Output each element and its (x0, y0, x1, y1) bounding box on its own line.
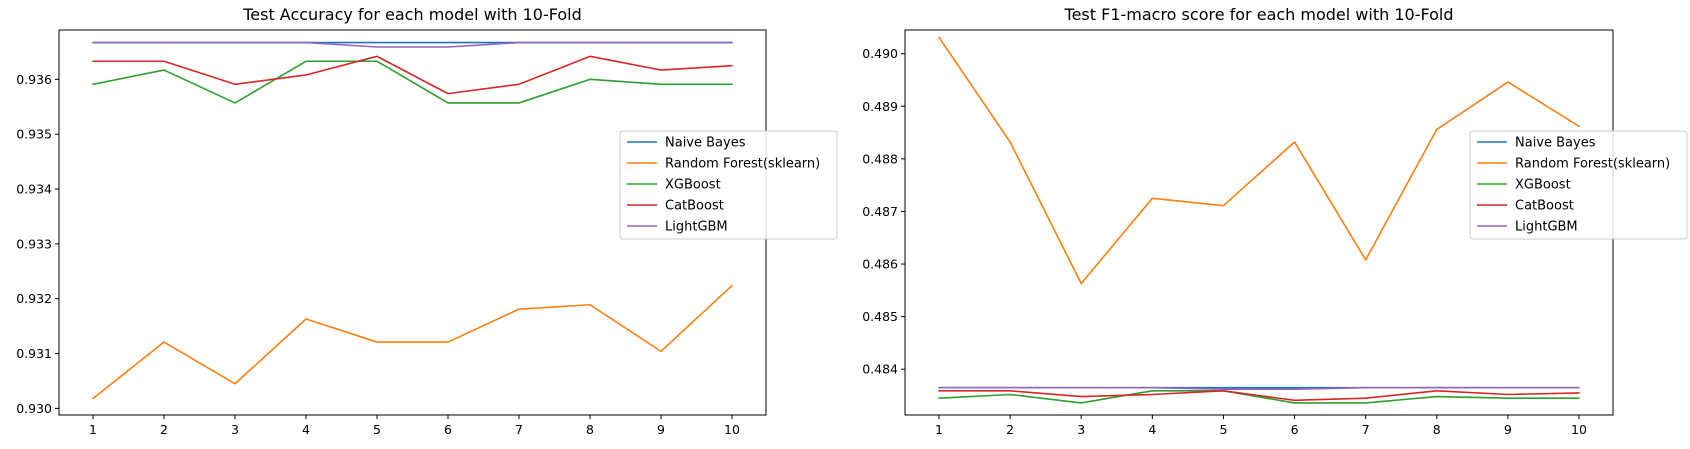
legend-label: Random Forest(sklearn) (665, 157, 820, 172)
legend-label: Naive Bayes (665, 136, 746, 151)
x-tick-label: 9 (657, 422, 665, 437)
x-tick-label: 2 (160, 422, 168, 437)
x-tick-label: 8 (586, 422, 594, 437)
legend: Naive Bayes Random Forest(sklearn) XGBoost… (619, 130, 838, 240)
series-line-lightgbm (92, 41, 733, 48)
y-tick-label: 0.484 (862, 362, 898, 377)
legend-label: Naive Bayes (1515, 136, 1596, 151)
legend-box (619, 130, 838, 240)
x-tick-label: 10 (1571, 422, 1587, 437)
x-tick-label: 3 (1077, 422, 1085, 437)
series-line-random-forest-sklearn (938, 36, 1580, 285)
y-tick-label: 0.936 (16, 72, 52, 87)
legend-label: CatBoost (665, 199, 724, 214)
y-tick-label: 0.932 (16, 291, 52, 306)
x-tick-label: 5 (373, 422, 381, 437)
series-line-xgboost (938, 390, 1580, 404)
x-tick-label: 4 (1148, 422, 1156, 437)
x-tick-label: 7 (515, 422, 523, 437)
x-tick-label: 2 (1006, 422, 1014, 437)
x-tick-label: 3 (231, 422, 239, 437)
y-tick-label: 0.489 (862, 99, 898, 114)
x-tick-label: 8 (1433, 422, 1441, 437)
chart-panel-2: Test F1-macro score for each model with … (862, 5, 1688, 437)
series-line-random-forest-sklearn (92, 284, 733, 400)
legend-label: XGBoost (1515, 178, 1571, 193)
legend-label: LightGBM (1515, 220, 1578, 235)
series-line-catboost (92, 55, 733, 95)
y-tick-label: 0.933 (16, 236, 52, 251)
chart-panel-1: Test Accuracy for each model with 10-Fol… (16, 5, 838, 437)
x-tick-label: 1 (89, 422, 97, 437)
legend: Naive Bayes Random Forest(sklearn) XGBoost… (1469, 130, 1688, 240)
y-tick-label: 0.486 (862, 257, 898, 272)
y-tick-label: 0.487 (862, 204, 898, 219)
series-line-xgboost (92, 60, 733, 104)
x-tick-label: 9 (1504, 422, 1512, 437)
y-tick-label: 0.490 (862, 46, 898, 61)
y-tick-label: 0.488 (862, 151, 898, 166)
x-tick-label: 4 (302, 422, 310, 437)
chart-title: Test Accuracy for each model with 10-Fol… (242, 5, 582, 24)
legend-label: Random Forest(sklearn) (1515, 157, 1670, 172)
series-line-lightgbm (938, 386, 1580, 391)
series-line-catboost (938, 390, 1580, 402)
y-tick-label: 0.930 (16, 401, 52, 416)
y-tick-label: 0.485 (862, 309, 898, 324)
y-tick-label: 0.935 (16, 127, 52, 142)
y-tick-label: 0.934 (16, 182, 52, 197)
chart-title: Test F1-macro score for each model with … (1064, 5, 1454, 24)
legend-label: CatBoost (1515, 199, 1574, 214)
x-tick-label: 10 (724, 422, 740, 437)
x-tick-label: 1 (935, 422, 943, 437)
x-tick-label: 5 (1219, 422, 1227, 437)
x-tick-label: 6 (1291, 422, 1299, 437)
x-tick-label: 7 (1362, 422, 1370, 437)
legend-label: XGBoost (665, 178, 721, 193)
y-tick-label: 0.931 (16, 346, 52, 361)
legend-box (1469, 130, 1688, 240)
legend-label: LightGBM (665, 220, 728, 235)
x-tick-label: 6 (444, 422, 452, 437)
